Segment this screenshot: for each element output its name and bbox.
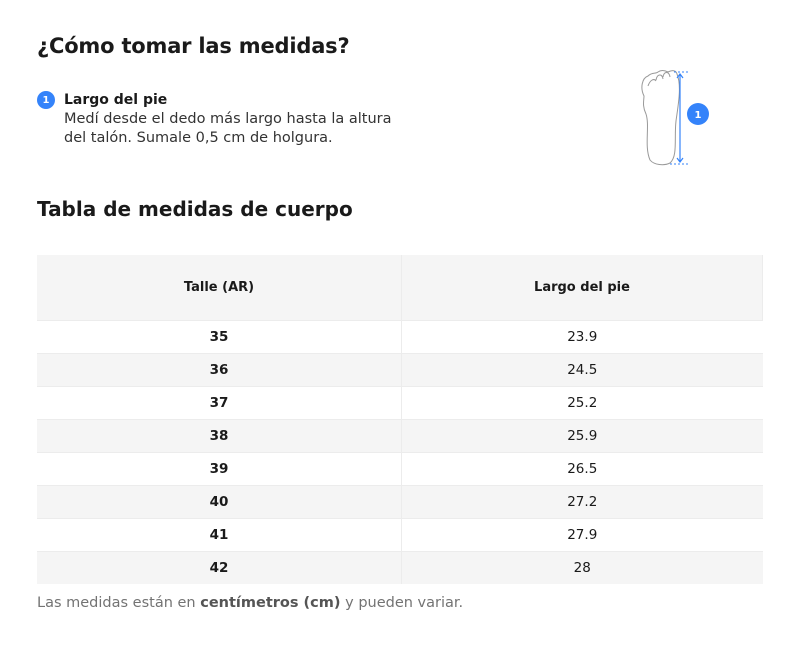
table-row: 41 27.9 — [37, 518, 763, 552]
size-cell: 38 — [37, 419, 402, 453]
table-title: Tabla de medidas de cuerpo — [37, 197, 353, 221]
size-cell: 40 — [37, 485, 402, 519]
page-title: ¿Cómo tomar las medidas? — [37, 34, 350, 58]
table-row: 35 23.9 — [37, 320, 763, 354]
table-row: 36 24.5 — [37, 353, 763, 387]
foot-length-cell: 26.5 — [401, 452, 763, 486]
size-cell: 39 — [37, 452, 402, 486]
table-row: 37 25.2 — [37, 386, 763, 420]
foot-length-cell: 24.5 — [401, 353, 763, 387]
step-foot-length: 1 Largo del pie Medí desde el dedo más l… — [37, 90, 394, 148]
foot-length-cell: 27.2 — [401, 485, 763, 519]
size-cell: 37 — [37, 386, 402, 420]
column-header-size: Talle (AR) — [37, 255, 402, 321]
step-description: Medí desde el dedo más largo hasta la al… — [64, 111, 392, 146]
size-cell: 42 — [37, 551, 402, 584]
foot-length-cell: 27.9 — [401, 518, 763, 552]
diagram-badge: 1 — [695, 110, 702, 121]
column-header-foot-length: Largo del pie — [401, 255, 763, 321]
units-note: Las medidas están en centímetros (cm) y … — [37, 595, 464, 611]
size-cell: 41 — [37, 518, 402, 552]
table-row: 39 26.5 — [37, 452, 763, 486]
foot-length-cell: 25.9 — [401, 419, 763, 453]
foot-measure-icon: 1 — [630, 66, 715, 170]
size-cell: 36 — [37, 353, 402, 387]
step-title: Largo del pie — [64, 92, 168, 108]
table-row: 38 25.9 — [37, 419, 763, 453]
step-number-badge: 1 — [37, 91, 55, 109]
foot-length-cell: 23.9 — [401, 320, 763, 354]
foot-length-cell: 25.2 — [401, 386, 763, 420]
size-table: Talle (AR) Largo del pie 35 23.9 36 24.5 37 2… — [37, 255, 763, 584]
foot-length-cell: 28 — [401, 551, 763, 584]
size-cell: 35 — [37, 320, 402, 354]
table-row: 42 28 — [37, 551, 763, 584]
table-row: 40 27.2 — [37, 485, 763, 519]
